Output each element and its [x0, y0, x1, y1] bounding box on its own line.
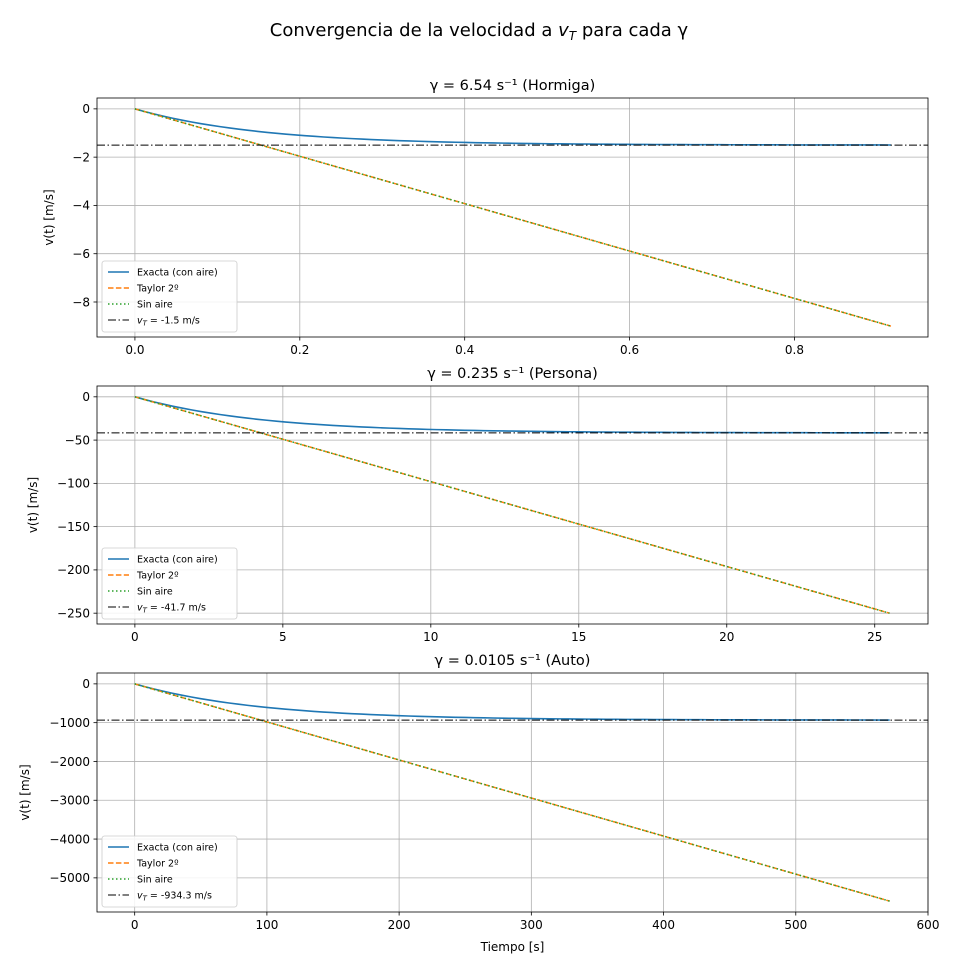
y-tick-label: −8: [72, 295, 90, 309]
y-tick-label: 0: [82, 677, 90, 691]
legend-entry-taylor-label: Taylor 2º: [136, 284, 179, 295]
legend-entry-taylor-label: Taylor 2º: [136, 571, 179, 582]
subplot-title: γ = 0.0105 s⁻¹ (Auto): [435, 653, 591, 669]
y-axis-label: v(t) [m/s]: [42, 189, 56, 245]
y-tick-label: −2: [72, 150, 90, 164]
x-tick-label: 0.4: [455, 343, 474, 357]
suptitle-prefix: Convergencia de la velocidad a: [270, 20, 558, 41]
series-exact-line: [134, 108, 891, 146]
subplot-3: 0 100 200 300 400 500 600 0 −1000 −2000 −3000 −4000…: [18, 653, 939, 954]
legend-entry-exact-label: Exacta (con aire): [137, 555, 218, 566]
x-tick-label: 25: [867, 630, 882, 644]
legend-entry-terminal-label: vT = -1.5 m/s: [137, 316, 200, 328]
x-tick-label: 10: [423, 630, 438, 644]
x-tick-label: 100: [255, 918, 278, 932]
x-tick-label: 5: [279, 630, 287, 644]
legend-entry-taylor-label: Taylor 2º: [136, 859, 179, 870]
suptitle-sub: T: [569, 29, 578, 43]
x-tick-label: 200: [388, 918, 411, 932]
axes-frame: [96, 385, 929, 625]
subplot-2: 0 5 10 15 20 25 0 −50 −100 −150 −200 −250 γ = 0.235 …: [26, 366, 929, 644]
subplot-title: γ = 0.235 s⁻¹ (Persona): [427, 366, 598, 382]
y-tick-label: −5000: [49, 871, 90, 885]
y-tick-label: −4000: [49, 832, 90, 846]
y-tick-label: −3000: [49, 794, 90, 808]
legend-box: [101, 260, 238, 333]
x-axis-label: Tiempo [s]: [480, 940, 545, 954]
legend-entry-terminal-label: vT = -41.7 m/s: [137, 603, 206, 615]
series-free-fall-line: [134, 683, 890, 902]
y-tick-label: 0: [82, 102, 90, 116]
x-tick-label: 0: [131, 918, 139, 932]
suptitle-var: v: [558, 20, 569, 41]
y-axis-label: v(t) [m/s]: [18, 764, 32, 820]
x-tick-label: 0.8: [785, 343, 804, 357]
x-tick-label: 0.0: [125, 343, 144, 357]
legend-entry-free-fall-label: Sin aire: [137, 300, 173, 311]
subplot-1: 0.0 0.2 0.4 0.6 0.8 0 −2 −4 −6 −8 γ = 6.54 s⁻¹ (Ho…: [42, 78, 929, 357]
x-tick-label: 15: [571, 630, 586, 644]
y-tick-label: −150: [57, 520, 90, 534]
legend-entry-exact-label: Exacta (con aire): [137, 843, 218, 854]
y-tick-label: −250: [57, 606, 90, 620]
x-tick-label: 0.2: [290, 343, 309, 357]
series-free-fall-line: [134, 108, 892, 327]
axes-frame: [96, 97, 929, 338]
x-tick-label: 300: [520, 918, 543, 932]
series-exact-line: [134, 396, 890, 434]
y-tick-label: −50: [65, 433, 90, 447]
x-tick-label: 600: [917, 918, 940, 932]
x-tick-label: 400: [652, 918, 675, 932]
series-exact-line: [134, 683, 890, 721]
subplot-title: γ = 6.54 s⁻¹ (Hormiga): [430, 78, 596, 94]
y-tick-label: −6: [72, 247, 90, 261]
axes-frame: [96, 672, 929, 913]
y-tick-label: −1000: [49, 716, 90, 730]
x-tick-label: 20: [719, 630, 734, 644]
legend: Exacta (con aire) Taylor 2º Sin aire vT = -…: [101, 260, 238, 333]
legend: Exacta (con aire) Taylor 2º Sin aire vT = -…: [101, 835, 238, 908]
legend-box: [101, 835, 238, 908]
y-tick-label: −4: [72, 199, 90, 213]
y-tick-label: −100: [57, 477, 90, 491]
legend-entry-terminal-label: vT = -934.3 m/s: [137, 891, 212, 903]
y-tick-label: −200: [57, 563, 90, 577]
y-tick-label: −2000: [49, 755, 90, 769]
legend-box: [101, 547, 238, 620]
y-tick-label: 0: [82, 390, 90, 404]
x-tick-label: 0: [131, 630, 139, 644]
x-tick-label: 0.6: [620, 343, 639, 357]
y-axis-label: v(t) [m/s]: [26, 477, 40, 533]
legend: Exacta (con aire) Taylor 2º Sin aire vT = -…: [101, 547, 238, 620]
series-free-fall-line: [134, 396, 890, 614]
suptitle-suffix: para cada γ: [576, 20, 688, 41]
legend-entry-free-fall-label: Sin aire: [137, 587, 173, 598]
figure-suptitle: Convergencia de la velocidad a vT para c…: [270, 20, 689, 43]
x-tick-label: 500: [784, 918, 807, 932]
legend-entry-free-fall-label: Sin aire: [137, 875, 173, 886]
legend-entry-exact-label: Exacta (con aire): [137, 268, 218, 279]
